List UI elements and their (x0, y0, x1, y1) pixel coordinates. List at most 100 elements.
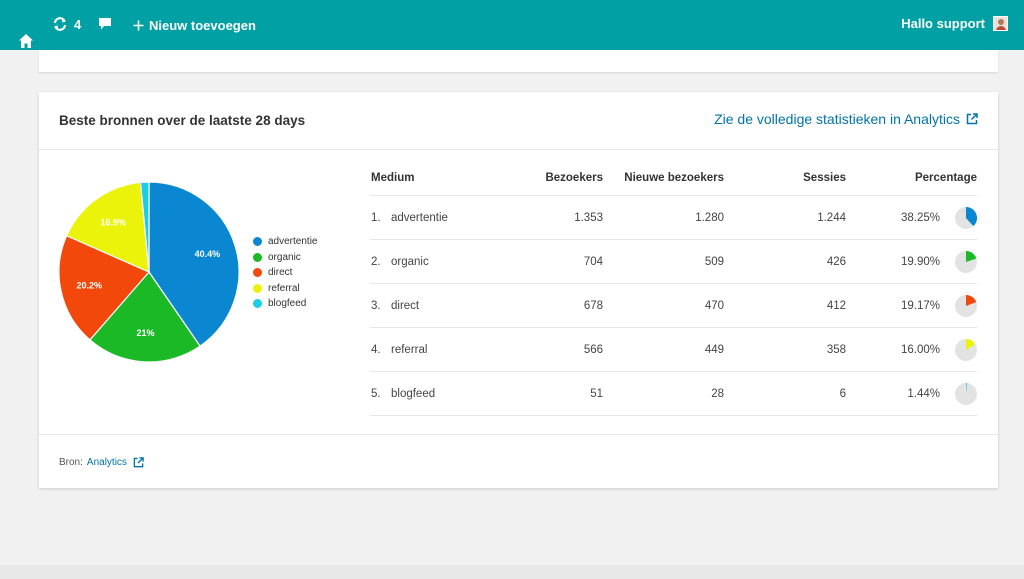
table-row: 2. organic 704 509 426 19.90% (370, 240, 977, 284)
header-sessies: Sessies (803, 171, 846, 184)
legend-item: organic (253, 250, 317, 266)
row-index: 4. (371, 343, 381, 356)
legend-label: advertentie (268, 236, 318, 248)
cell-sessies: 412 (826, 299, 846, 312)
full-stats-link-label: Zie de volledige statistieken in Analyti… (714, 111, 960, 127)
legend-swatch (253, 252, 262, 262)
table-row: 3. direct 678 470 412 19.17% (370, 284, 977, 328)
table-row: 4. referral 566 449 358 16.00% (370, 328, 977, 372)
table-row: 5. blogfeed 51 28 6 1.44% (370, 372, 977, 416)
medium-name: blogfeed (391, 387, 436, 400)
pie-slice-organic (89, 271, 201, 363)
cell-medium: 5. blogfeed (371, 388, 435, 400)
cell-nieuwe-bezoekers: 509 (704, 255, 724, 268)
table-header-row: Medium Bezoekers Nieuwe bezoekers Sessie… (370, 160, 977, 196)
cell-medium: 2. organic (371, 256, 429, 268)
user-greeting: Hallo support (901, 16, 985, 31)
source-note: Bron: Analytics (59, 457, 144, 468)
widget-header: Beste bronnen over de laatste 28 days Zi… (39, 92, 998, 150)
row-index: 2. (371, 255, 381, 268)
updates-count: 4 (74, 16, 82, 32)
cell-percentage: 38.25% (900, 211, 940, 224)
sources-pie-chart: 40.4% 21% 20.2% 16.9% (57, 180, 241, 364)
comment-icon (99, 18, 111, 30)
legend-item: direct (253, 265, 317, 281)
legend-item: blogfeed (253, 296, 317, 312)
sources-table: Medium Bezoekers Nieuwe bezoekers Sessie… (370, 160, 977, 416)
medium-name: organic (391, 255, 429, 268)
cell-bezoekers: 1.353 (574, 211, 603, 224)
row-index: 1. (371, 211, 381, 224)
percentage-mini-pie (955, 206, 977, 229)
mini-pie-slice (966, 206, 977, 226)
pie-slice-advertentie (148, 181, 240, 347)
previous-widget (39, 50, 998, 72)
pie-data-label: 16.9% (100, 217, 126, 227)
cell-bezoekers: 566 (583, 343, 603, 356)
new-content-label: Nieuw toevoegen (149, 18, 256, 33)
legend-label: direct (268, 267, 293, 279)
pie-svg: 40.4% 21% 20.2% 16.9% (58, 181, 240, 363)
cell-medium: 1. advertentie (371, 212, 448, 224)
widget-title: Beste bronnen over de laatste 28 days (59, 113, 306, 128)
medium-name: advertentie (391, 211, 448, 224)
cell-bezoekers: 704 (583, 255, 603, 268)
row-index: 5. (371, 387, 381, 400)
header-medium: Medium (371, 171, 415, 184)
cell-bezoekers: 678 (583, 299, 603, 312)
table-body: 1. advertentie 1.353 1.280 1.244 38.25% 2. orga… (370, 196, 977, 416)
medium-name: referral (391, 343, 428, 356)
external-link-icon (966, 113, 978, 125)
header-percentage: Percentage (914, 171, 977, 184)
widget-footer: Bron: Analytics (39, 434, 998, 488)
plus-icon (133, 20, 144, 31)
medium-name: direct (391, 299, 420, 312)
cell-sessies: 6 (839, 387, 846, 400)
cell-percentage: 19.90% (900, 255, 940, 268)
cell-bezoekers: 51 (590, 387, 603, 400)
pie-data-label: 20.2% (77, 280, 103, 290)
cell-percentage: 1.44% (907, 387, 940, 400)
pie-slice-blogfeed (139, 181, 150, 273)
table-row: 1. advertentie 1.353 1.280 1.244 38.25% (370, 196, 977, 240)
home-icon (19, 34, 33, 48)
mini-pie-slice (966, 382, 967, 394)
pie-data-label: 40.4% (195, 249, 221, 259)
header-nieuwe-bezoekers: Nieuwe bezoekers (624, 171, 724, 184)
mini-pie-slice (966, 338, 976, 350)
pie-slice-direct (58, 234, 150, 341)
updates-button[interactable]: 4 (52, 16, 81, 32)
legend-item: referral (253, 281, 317, 297)
source-prefix: Bron: (59, 457, 83, 468)
mini-pie-slice (966, 250, 977, 262)
cell-nieuwe-bezoekers: 1.280 (695, 211, 724, 224)
cell-nieuwe-bezoekers: 449 (704, 343, 724, 356)
home-button[interactable] (18, 16, 34, 66)
percentage-mini-pie (955, 338, 977, 361)
pie-data-label: 21% (136, 328, 154, 338)
cell-medium: 3. direct (371, 300, 419, 312)
legend-item: advertentie (253, 234, 317, 250)
mini-pie-slice (966, 294, 977, 306)
cell-medium: 4. referral (371, 344, 427, 356)
analytics-link[interactable]: Analytics (87, 457, 144, 468)
pie-legend: advertentie organic direct referral blogfeed (253, 234, 317, 312)
legend-swatch (253, 283, 262, 293)
cell-percentage: 19.17% (900, 299, 940, 312)
percentage-mini-pie (955, 382, 977, 405)
full-stats-link[interactable]: Zie de volledige statistieken in Analyti… (714, 111, 978, 127)
legend-swatch (253, 268, 262, 278)
user-menu[interactable]: Hallo support (901, 16, 1008, 31)
percentage-mini-pie (955, 294, 977, 317)
cell-sessies: 1.244 (817, 211, 846, 224)
top-sources-widget: Beste bronnen over de laatste 28 days Zi… (39, 92, 998, 488)
avatar (993, 16, 1008, 31)
analytics-link-label: Analytics (86, 457, 127, 468)
cell-nieuwe-bezoekers: 28 (711, 387, 724, 400)
legend-swatch (253, 299, 262, 309)
row-index: 3. (371, 299, 381, 312)
new-content-button[interactable]: Nieuw toevoegen (133, 18, 256, 33)
legend-label: referral (268, 282, 300, 294)
comments-button[interactable] (98, 17, 112, 31)
cell-percentage: 16.00% (900, 343, 940, 356)
